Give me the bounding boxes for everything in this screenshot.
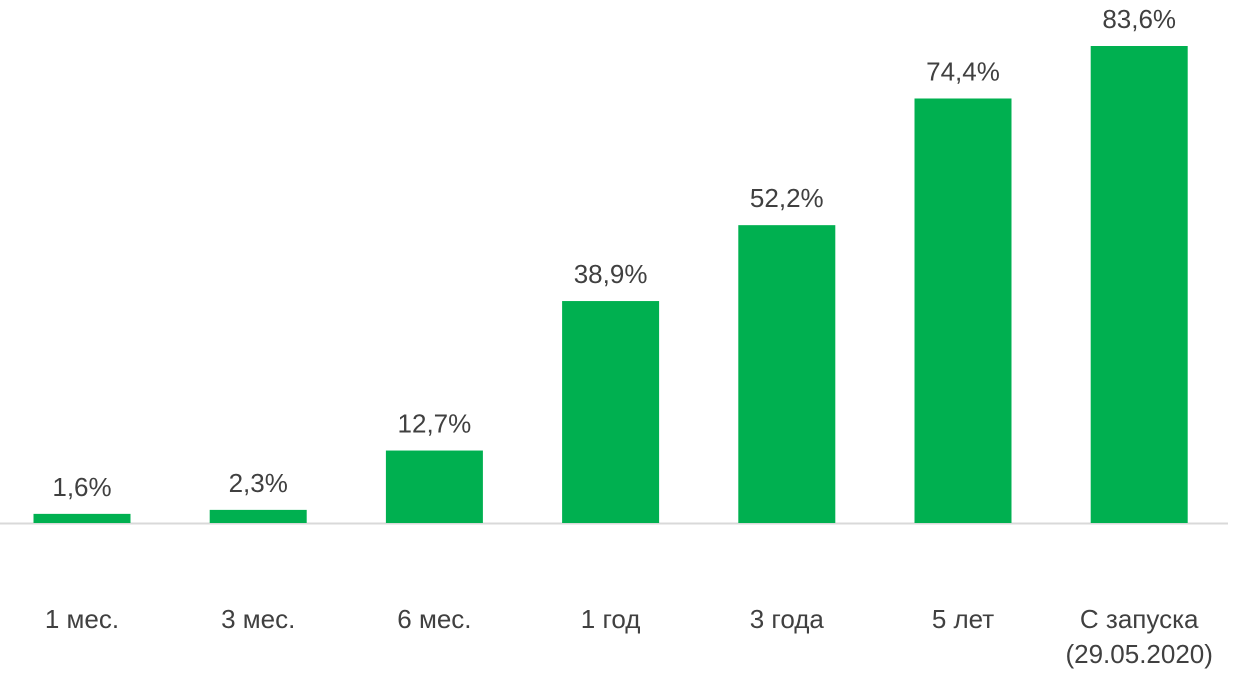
- x-tick-label: 3 года: [750, 604, 825, 634]
- x-tick-label: 3 мес.: [221, 604, 295, 634]
- bar: [738, 225, 836, 524]
- data-label: 83,6%: [1102, 4, 1176, 34]
- data-label: 38,9%: [574, 259, 648, 289]
- x-tick-label: 1 год: [581, 604, 641, 634]
- x-tick-label: С запуска: [1080, 604, 1199, 634]
- x-tick-label: 6 мес.: [397, 604, 471, 634]
- bar: [385, 450, 483, 523]
- data-label: 12,7%: [398, 409, 472, 439]
- data-label: 1,6%: [52, 472, 111, 502]
- x-tick-label: 1 мес.: [45, 604, 119, 634]
- bar: [562, 301, 660, 523]
- bar: [914, 98, 1012, 523]
- data-label: 74,4%: [926, 56, 1000, 86]
- data-label: 52,2%: [750, 183, 824, 213]
- x-tick-label: (29.05.2020): [1065, 639, 1212, 669]
- bar: [33, 513, 131, 523]
- bar: [209, 509, 307, 523]
- data-label: 2,3%: [229, 468, 288, 498]
- bar: [1090, 46, 1188, 523]
- x-tick-label: 5 лет: [932, 604, 994, 634]
